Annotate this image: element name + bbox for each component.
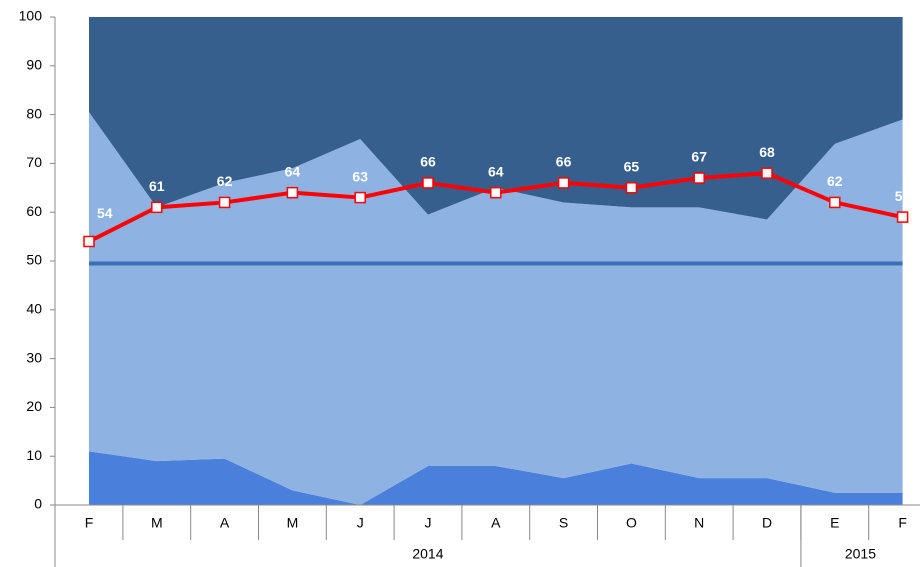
x-tick-label: O — [626, 515, 637, 531]
marker — [761, 167, 773, 179]
group-label: 2015 — [845, 546, 876, 562]
marker — [354, 191, 366, 204]
y-tick-label: 40 — [26, 301, 42, 317]
marker — [490, 186, 502, 199]
x-tick-label: N — [694, 515, 704, 531]
data-label: 67 — [691, 149, 707, 165]
y-tick-label: 20 — [26, 398, 42, 414]
y-tick-label: 100 — [19, 8, 43, 24]
x-tick-label: A — [220, 515, 230, 531]
marker — [829, 196, 841, 209]
x-tick-label: J — [357, 515, 364, 531]
y-tick-label: 0 — [34, 496, 42, 512]
x-tick-label: F — [85, 515, 94, 531]
marker — [83, 235, 95, 248]
x-tick-label: F — [898, 515, 907, 531]
marker — [286, 186, 299, 199]
data-label: 62 — [217, 173, 233, 189]
marker — [625, 182, 638, 194]
data-label: 66 — [420, 154, 436, 170]
data-label: 54 — [97, 205, 113, 221]
data-label: 66 — [556, 154, 572, 170]
data-label: 63 — [352, 168, 368, 184]
marker — [557, 177, 570, 189]
area — [89, 112, 903, 505]
x-tick-label: A — [491, 515, 501, 531]
data-label: 59 — [895, 188, 911, 204]
y-tick-label: 60 — [26, 203, 42, 219]
y-tick-label: 50 — [26, 252, 42, 268]
x-tick-label: J — [425, 515, 432, 531]
y-tick-label: 80 — [26, 105, 42, 121]
marker — [422, 177, 434, 189]
data-label: 64 — [488, 163, 504, 179]
x-tick-label: M — [287, 515, 299, 531]
marker — [218, 196, 231, 209]
data-label: 64 — [285, 163, 301, 179]
marker — [693, 172, 705, 184]
x-tick-label: M — [151, 515, 163, 531]
marker — [896, 211, 909, 223]
data-label: 68 — [759, 144, 775, 160]
data-label: 61 — [149, 178, 165, 194]
x-tick-label: E — [830, 515, 839, 531]
y-tick-label: 30 — [26, 349, 42, 365]
area — [89, 17, 903, 220]
data-label: 65 — [624, 159, 640, 175]
x-tick-label: S — [559, 515, 568, 531]
data-label: 62 — [827, 173, 843, 189]
area — [89, 451, 903, 505]
marker — [151, 201, 163, 214]
group-label: 2014 — [412, 546, 443, 562]
x-tick-label: D — [762, 515, 772, 531]
y-tick-label: 70 — [26, 154, 42, 170]
y-tick-label: 10 — [26, 447, 42, 463]
y-tick-label: 90 — [26, 57, 42, 73]
